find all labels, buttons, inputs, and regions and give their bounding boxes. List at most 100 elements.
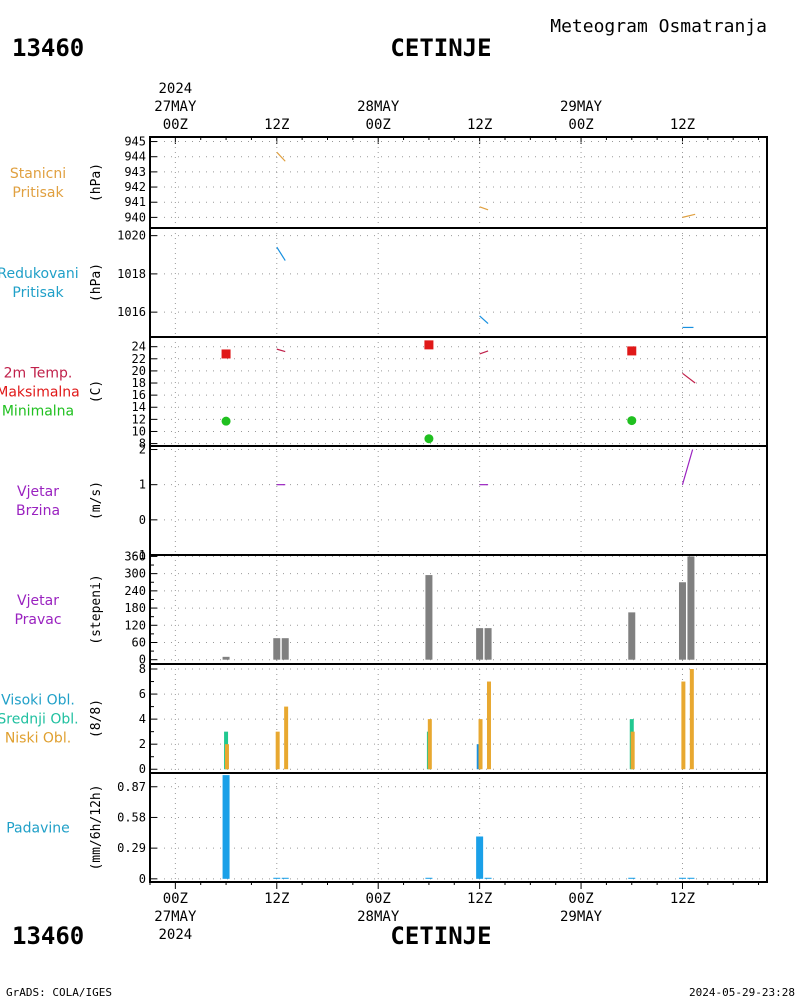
panel-frame bbox=[149, 227, 768, 338]
top-hour-label: 12Z bbox=[467, 117, 492, 133]
bar bbox=[687, 556, 695, 660]
panel-frame bbox=[149, 772, 768, 883]
bar bbox=[222, 656, 230, 660]
series-line bbox=[681, 449, 694, 485]
top-date-label: 27MAY bbox=[154, 99, 197, 115]
cloud-bar bbox=[275, 731, 280, 770]
bar bbox=[281, 638, 289, 660]
series-line bbox=[682, 372, 696, 384]
bar bbox=[425, 575, 433, 660]
y-tick-label: 4 bbox=[139, 712, 146, 726]
cloud-bar bbox=[486, 681, 491, 770]
panel-label: Vjetar bbox=[17, 484, 59, 500]
grads-credit: GrADS: COLA/IGES bbox=[6, 986, 112, 999]
y-tick-label: 940 bbox=[124, 210, 146, 224]
max-temp-marker bbox=[221, 349, 231, 359]
top-date-label: 29MAY bbox=[560, 99, 603, 115]
top-date-label: 28MAY bbox=[357, 99, 400, 115]
y-tick-label: 24 bbox=[132, 340, 146, 354]
bottom-hour-label: 12Z bbox=[264, 891, 289, 907]
y-tick-label: 0.29 bbox=[117, 841, 146, 855]
panel-frame bbox=[149, 663, 768, 774]
panel-label: Niski Obl. bbox=[5, 731, 71, 747]
y-tick-label: 2 bbox=[139, 737, 146, 751]
cloud-bar bbox=[478, 719, 483, 770]
top-hour-label: 12Z bbox=[264, 117, 289, 133]
cloud-bar bbox=[630, 731, 635, 770]
panel-frame bbox=[149, 554, 768, 665]
y-tick-label: 1016 bbox=[117, 305, 146, 319]
series-line bbox=[479, 315, 489, 325]
timestamp: 2024-05-29-23:28 bbox=[689, 986, 795, 999]
panel-label: Pravac bbox=[14, 612, 61, 628]
panel-cloud-cover: 0 2 4 6 8 (8/8) Visoki Obl. Srednji Obl. Niski O… bbox=[0, 662, 768, 776]
y-tick-label: 1 bbox=[139, 478, 146, 492]
bar bbox=[476, 836, 484, 879]
min-temp-marker bbox=[221, 416, 231, 426]
y-tick-label: 18 bbox=[132, 376, 146, 390]
bar bbox=[484, 628, 492, 660]
top-hour-label: 00Z bbox=[366, 117, 391, 133]
station-id-bottom: 13460 bbox=[12, 922, 84, 950]
panel-precipitation: 0 0.29 0.58 0.87 (mm/6h/12h) Padavine bbox=[6, 772, 768, 886]
y-tick-label: 0.87 bbox=[117, 780, 146, 794]
bar bbox=[678, 877, 686, 879]
y-tick-label: 6 bbox=[139, 687, 146, 701]
bar bbox=[628, 612, 636, 660]
cloud-bar bbox=[224, 744, 229, 770]
y-tick-label: 944 bbox=[124, 150, 146, 164]
top-time-axis: 00Z 27MAY 2024 12Z 00Z 28MAY 12Z 00Z 29MAY 12Z bbox=[149, 81, 760, 144]
series-line bbox=[276, 246, 286, 261]
panel-label: Srednji Obl. bbox=[0, 712, 79, 728]
y-tick-label: 360 bbox=[124, 549, 146, 563]
y-tick-label: 945 bbox=[124, 135, 146, 149]
bar bbox=[222, 775, 230, 879]
series-line bbox=[276, 151, 286, 162]
y-tick-label: 0.58 bbox=[117, 810, 146, 824]
panel-wind-speed: -1 0 1 2 (m/s) Vjetar Brzina bbox=[16, 443, 768, 562]
y-tick-label: 10 bbox=[132, 424, 146, 438]
y-tick-label: 180 bbox=[124, 601, 146, 615]
bar bbox=[273, 638, 281, 660]
bottom-hour-label: 00Z bbox=[366, 891, 391, 907]
panels: 940941942943944945(hPa)StanicniPritisak1… bbox=[0, 135, 768, 886]
station-name-bottom: CETINJE bbox=[390, 922, 491, 950]
panel-pressure-reduced: 1016 1018 1020 (hPa) Redukovani Pritisak bbox=[0, 227, 768, 338]
bottom-hour-label: 12Z bbox=[670, 891, 695, 907]
cloud-bar bbox=[427, 719, 432, 770]
y-tick-label: 120 bbox=[124, 618, 146, 632]
bar bbox=[628, 877, 636, 879]
panel-label: Padavine bbox=[6, 821, 70, 837]
bar bbox=[687, 877, 695, 879]
bottom-hour-label: 00Z bbox=[568, 891, 593, 907]
top-year-label: 2024 bbox=[158, 81, 192, 97]
bar bbox=[476, 628, 484, 660]
panel-label: 2m Temp. bbox=[4, 366, 73, 382]
bar bbox=[281, 877, 289, 879]
y-tick-label: 12 bbox=[132, 412, 146, 426]
y-axis-unit: (mm/6h/12h) bbox=[89, 784, 104, 870]
y-tick-label: 2 bbox=[139, 443, 146, 457]
top-hour-label: 00Z bbox=[568, 117, 593, 133]
y-tick-label: -1 bbox=[132, 548, 146, 562]
y-tick-label: 1020 bbox=[117, 229, 146, 243]
y-axis-unit: (hPa) bbox=[89, 163, 104, 202]
panel-label: Brzina bbox=[16, 503, 60, 519]
cloud-bar bbox=[284, 706, 289, 770]
panel-label: Maksimalna bbox=[0, 385, 80, 401]
panel-wind-direction: 0 60 120 180 240 300 360 (stepeni) Vjetar Pravac bbox=[14, 549, 768, 667]
y-tick-label: 8 bbox=[139, 662, 146, 676]
series-line bbox=[682, 213, 696, 218]
y-axis-unit: (hPa) bbox=[89, 263, 104, 302]
bar bbox=[273, 877, 281, 879]
bottom-hour-label: 00Z bbox=[163, 891, 188, 907]
bar bbox=[678, 582, 686, 660]
panel-frame bbox=[149, 136, 768, 229]
y-tick-label: 0 bbox=[139, 653, 146, 667]
panel-label: Redukovani bbox=[0, 266, 79, 282]
bottom-date-label: 28MAY bbox=[357, 909, 400, 925]
min-temp-marker bbox=[627, 416, 637, 426]
y-tick-label: 0 bbox=[139, 762, 146, 776]
y-tick-label: 240 bbox=[124, 584, 146, 598]
